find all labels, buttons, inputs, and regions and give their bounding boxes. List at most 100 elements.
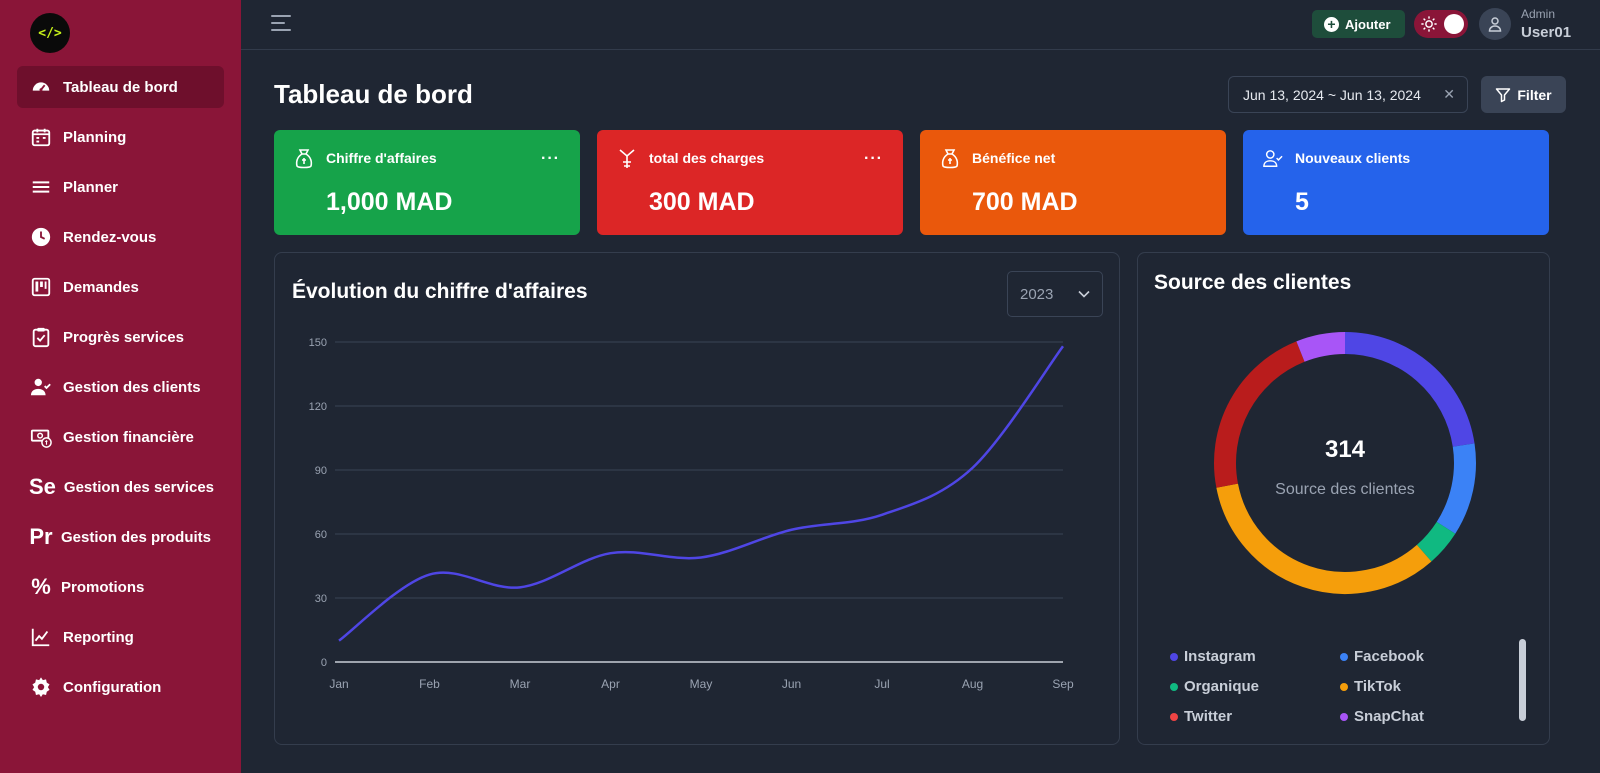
menu-toggle-icon[interactable]: [271, 15, 293, 33]
year-select-value: 2023: [1020, 285, 1054, 303]
y-tick-label: 150: [309, 337, 327, 349]
sidebar-item-planning[interactable]: Planning: [17, 116, 224, 158]
money-bag-icon: [941, 149, 959, 169]
sidebar-item-label: Gestion des produits: [61, 528, 212, 546]
legend-item[interactable]: SnapChat: [1340, 708, 1424, 725]
legend-swatch: [1170, 682, 1178, 691]
sidebar-item-label: Tableau de bord: [63, 78, 178, 96]
donut-slice-twitter[interactable]: [1214, 341, 1305, 488]
sun-icon: [1421, 16, 1437, 32]
legend-swatch: [1170, 652, 1178, 661]
legend-label: SnapChat: [1354, 708, 1425, 725]
sidebar: </> Tableau de bord Planning Planner Rendez…: [0, 0, 241, 773]
sidebar-item-label: Planning: [63, 128, 127, 146]
money-out-icon: [619, 149, 635, 168]
y-tick-label: 90: [315, 465, 327, 477]
date-range-value: Jun 13, 2024 ~ Jun 13, 2024: [1243, 86, 1421, 103]
sidebar-nav: Tableau de bord Planning Planner Rendez-vou…: [17, 66, 224, 716]
donut-slice-organique[interactable]: [1416, 521, 1456, 562]
legend-scrollbar[interactable]: [1519, 639, 1526, 721]
more-icon[interactable]: ···: [864, 150, 883, 167]
app-logo[interactable]: </>: [30, 13, 70, 53]
x-tick-label: Sep: [1052, 677, 1074, 691]
series-line: [338, 345, 1065, 642]
sidebar-item-configuration[interactable]: Configuration: [17, 666, 224, 708]
x-tick-label: Apr: [601, 677, 620, 691]
legend-swatch: [1170, 712, 1178, 721]
sidebar-item-gestion-des-produits[interactable]: Pr Gestion des produits: [17, 516, 224, 558]
legend-label: Facebook: [1354, 648, 1425, 665]
kpi-card-charges: total des charges 300 MAD ···: [597, 130, 903, 235]
date-range-picker[interactable]: Jun 13, 2024 ~ Jun 13, 2024 ✕: [1228, 76, 1468, 113]
sidebar-text-icon: %: [31, 574, 51, 599]
gauge-icon: [29, 75, 53, 99]
page-title: Tableau de bord: [274, 79, 473, 109]
legend-item[interactable]: TikTok: [1340, 678, 1401, 695]
donut-center-label: Source des clientes: [1275, 481, 1415, 498]
legend-item[interactable]: Instagram: [1170, 648, 1256, 665]
kpi-value: 5: [1295, 188, 1309, 216]
sidebar-item-label: Rendez-vous: [63, 228, 157, 246]
filter-icon: [1496, 87, 1511, 102]
year-select[interactable]: 2023: [1007, 271, 1103, 317]
sidebar-item-planner[interactable]: Planner: [17, 166, 224, 208]
y-tick-label: 30: [315, 593, 327, 605]
theme-toggle[interactable]: [1414, 10, 1468, 38]
panel-title: Source des clientes: [1154, 271, 1352, 294]
user-avatar[interactable]: [1479, 8, 1511, 40]
chevron-down-icon: [1078, 290, 1090, 298]
sidebar-item-gestion-financiere[interactable]: Gestion financière: [17, 416, 224, 458]
kpi-label: Bénéfice net: [972, 150, 1056, 166]
clear-icon[interactable]: ✕: [1443, 86, 1455, 102]
kpi-value: 300 MAD: [649, 188, 755, 216]
sidebar-item-label: Gestion financière: [63, 428, 194, 446]
legend-item[interactable]: Facebook: [1340, 648, 1424, 665]
sidebar-item-rendez-vous[interactable]: Rendez-vous: [17, 216, 224, 258]
x-tick-label: Jul: [874, 677, 889, 691]
legend-swatch: [1340, 652, 1348, 661]
money-icon: [29, 425, 53, 449]
sidebar-item-demandes[interactable]: Demandes: [17, 266, 224, 308]
donut-slice-instagram[interactable]: [1344, 332, 1475, 447]
plus-circle-icon: +: [1324, 16, 1339, 32]
legend-item[interactable]: Twitter: [1170, 708, 1232, 725]
x-tick-label: Jun: [782, 677, 801, 691]
more-icon[interactable]: ···: [541, 150, 560, 167]
client-sources-donut: [1214, 332, 1476, 594]
x-tick-label: Feb: [419, 677, 440, 691]
x-tick-label: Mar: [510, 677, 531, 691]
sidebar-item-label: Demandes: [63, 278, 139, 296]
sidebar-item-tableau-de-bord[interactable]: Tableau de bord: [17, 66, 224, 108]
legend-item[interactable]: Organique: [1170, 678, 1259, 695]
add-button-label: Ajouter: [1345, 16, 1391, 32]
line-chart-icon: [29, 625, 53, 649]
donut-slice-facebook[interactable]: [1436, 443, 1476, 534]
sidebar-item-promotions[interactable]: % Promotions: [17, 566, 224, 608]
sidebar-item-progres-services[interactable]: Progrès services: [17, 316, 224, 358]
sidebar-item-gestion-des-clients[interactable]: Gestion des clients: [17, 366, 224, 408]
donut-slice-tiktok[interactable]: [1216, 483, 1432, 594]
y-tick-label: 60: [315, 529, 327, 541]
legend-swatch: [1340, 712, 1348, 721]
add-button[interactable]: + Ajouter: [1312, 10, 1405, 38]
user-check-icon: [1263, 150, 1283, 167]
filter-label: Filter: [1517, 86, 1552, 103]
filter-button[interactable]: Filter: [1481, 76, 1566, 113]
sidebar-item-label: Reporting: [63, 628, 134, 646]
sidebar-item-reporting[interactable]: Reporting: [17, 616, 224, 658]
y-tick-label: 0: [321, 657, 327, 669]
user-check-icon: [29, 375, 53, 399]
kpi-label: total des charges: [649, 150, 765, 166]
legend-label: Organique: [1184, 678, 1260, 695]
x-tick-label: Jan: [329, 677, 348, 691]
sidebar-item-label: Gestion des clients: [63, 378, 201, 396]
kpi-label: Nouveaux clients: [1295, 150, 1411, 166]
legend-swatch: [1340, 682, 1348, 691]
sidebar-item-gestion-des-services[interactable]: Se Gestion des services: [17, 466, 224, 508]
user-name[interactable]: User01: [1521, 24, 1572, 41]
sidebar-item-label: Progrès services: [63, 328, 184, 346]
legend-label: TikTok: [1354, 678, 1401, 695]
x-tick-label: Aug: [962, 677, 983, 691]
kpi-card-revenue: Chiffre d'affaires 1,000 MAD ···: [274, 130, 580, 235]
donut-slice-snapchat[interactable]: [1296, 332, 1346, 362]
